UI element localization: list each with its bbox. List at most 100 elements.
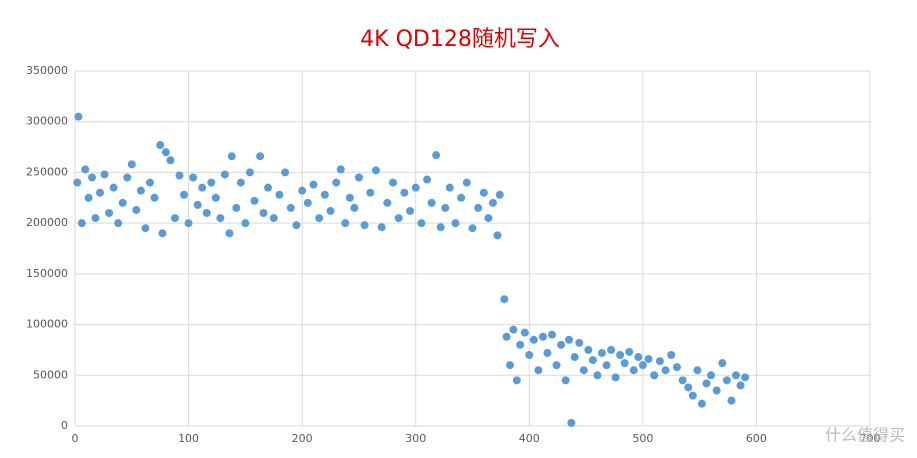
x-tick-label: 0 (72, 432, 79, 445)
point (644, 355, 653, 364)
point (127, 160, 136, 169)
point (693, 366, 702, 375)
point (198, 183, 207, 192)
point (436, 223, 445, 232)
point (525, 351, 534, 359)
point (493, 231, 502, 240)
point (520, 328, 529, 337)
point (332, 178, 341, 187)
point (118, 198, 127, 207)
point (88, 173, 97, 182)
point (95, 188, 104, 197)
point (474, 203, 483, 212)
point (702, 379, 711, 388)
point (731, 371, 740, 380)
x-tick-label: 700 (860, 432, 881, 445)
point (74, 112, 83, 121)
point (575, 338, 584, 347)
point (607, 345, 616, 354)
point (534, 366, 543, 375)
point (629, 366, 638, 375)
point (579, 366, 588, 375)
point (161, 148, 170, 157)
point (123, 173, 132, 182)
point (114, 219, 123, 228)
point (259, 209, 268, 217)
point (441, 203, 450, 212)
point (616, 351, 625, 359)
point (451, 219, 460, 228)
point (741, 373, 750, 382)
y-tick-label: 200000 (26, 216, 68, 229)
point (495, 190, 504, 199)
point (712, 386, 721, 395)
point (722, 376, 731, 385)
point (175, 171, 184, 180)
point (588, 356, 597, 365)
chart-title: 4K QD128随机写入 (360, 27, 560, 52)
point (661, 366, 670, 375)
point (565, 335, 574, 344)
point (326, 206, 335, 215)
point (136, 186, 145, 195)
point (286, 203, 295, 212)
point (727, 396, 736, 405)
point (502, 332, 511, 341)
point (250, 196, 259, 205)
point (150, 193, 159, 202)
point (211, 193, 220, 202)
point (241, 219, 250, 228)
point (406, 206, 415, 215)
point (180, 190, 189, 199)
point (166, 156, 175, 165)
point (91, 214, 100, 223)
point (611, 373, 620, 382)
point (650, 371, 659, 380)
point (84, 193, 93, 202)
point (309, 180, 318, 189)
point (336, 165, 345, 174)
point (202, 209, 211, 217)
point (538, 332, 547, 341)
point (620, 359, 629, 368)
point (400, 188, 409, 197)
point (354, 173, 363, 182)
point (227, 152, 236, 161)
point (529, 335, 538, 344)
point (298, 186, 307, 195)
point (488, 198, 497, 207)
point (552, 361, 561, 370)
point (292, 221, 301, 230)
point (638, 361, 647, 370)
point (672, 363, 681, 372)
point (697, 399, 706, 408)
point (678, 376, 687, 385)
x-tick-label: 400 (519, 432, 540, 445)
point (427, 198, 436, 207)
point (377, 223, 386, 232)
point (597, 348, 606, 357)
point (500, 295, 509, 304)
point (109, 183, 118, 192)
point (548, 330, 556, 339)
y-tick-label: 100000 (26, 318, 68, 331)
x-tick-label: 600 (746, 432, 767, 445)
y-tick-label: 150000 (26, 267, 68, 280)
point (479, 188, 488, 197)
point (275, 190, 284, 199)
point (516, 340, 525, 349)
point (81, 165, 90, 174)
point (320, 190, 329, 199)
point (220, 170, 229, 179)
point (417, 219, 426, 228)
point (457, 193, 466, 202)
point (688, 391, 697, 400)
point (667, 351, 676, 359)
point (561, 376, 570, 385)
point (269, 214, 278, 223)
point (73, 178, 82, 187)
point (584, 345, 593, 354)
point (509, 325, 518, 334)
